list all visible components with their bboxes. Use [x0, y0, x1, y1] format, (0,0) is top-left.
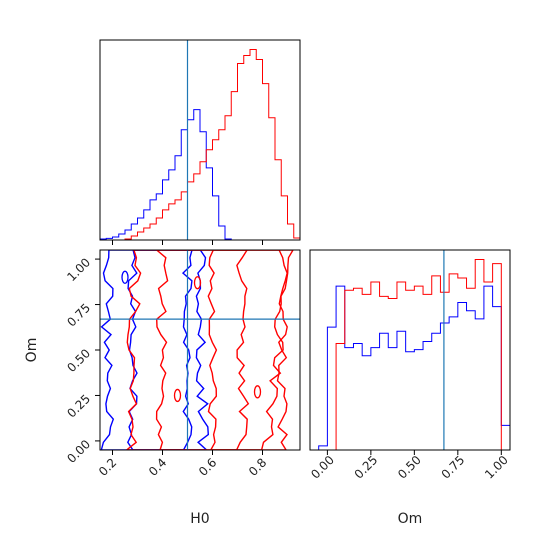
contour-y-tick-label-1: 0.25: [64, 392, 93, 421]
panel-h0-histogram: [99, 39, 301, 245]
x-axis-label-h0: H0: [190, 511, 209, 527]
om-x-tick-label-0: 0.00: [308, 453, 337, 482]
om-histogram-series-1: [318, 285, 511, 450]
contour-y-tick-label-3: 0.75: [64, 301, 93, 330]
panel-om-histogram: 0.00 0.25 0.50 0.75 1.00 Om: [308, 249, 511, 527]
contour-y-tick-label-4: 1.00: [64, 255, 93, 284]
om-x-tick-label-2: 0.50: [395, 453, 424, 482]
contour-level-5: [207, 250, 288, 450]
om-histogram-series-2: [318, 259, 510, 451]
om-hist-frame: [309, 249, 511, 451]
contour-level-1: [100, 250, 210, 450]
panel-contour: 0.2 0.4 0.6 0.8 0.00 0.25 0.50 0.75 1.00 H0 Om: [24, 249, 301, 527]
contour-x-tick-label-2: 0.6: [196, 455, 219, 478]
contour-island-2: [173, 388, 182, 403]
contour-island-1: [121, 270, 129, 284]
contour-y-tick-label-2: 0.50: [64, 346, 93, 375]
contour-x-tick-label-3: 0.8: [246, 455, 269, 478]
h0-histogram-series-2: [100, 49, 301, 241]
h0-hist-frame: [99, 39, 301, 241]
contour-level-3: [125, 250, 294, 450]
contour-frame: [99, 249, 301, 451]
om-x-tick-label-1: 0.25: [352, 453, 381, 482]
om-hist-background: [310, 250, 510, 450]
contour-y-tick-label-0: 0.00: [64, 437, 93, 466]
om-x-tick-label-4: 1.00: [482, 453, 511, 482]
contour-x-tick-label-1: 0.4: [146, 455, 169, 478]
contour-level-4: [155, 250, 250, 450]
contour-island-4: [253, 385, 262, 399]
om-x-tick-label-3: 0.75: [439, 453, 468, 482]
h0-hist-background: [100, 40, 300, 240]
contour-x-tick-label-0: 0.2: [96, 455, 119, 478]
y-axis-label-om: Om: [24, 338, 40, 363]
contour-island-3: [193, 276, 202, 290]
x-axis-label-om: Om: [398, 511, 423, 527]
